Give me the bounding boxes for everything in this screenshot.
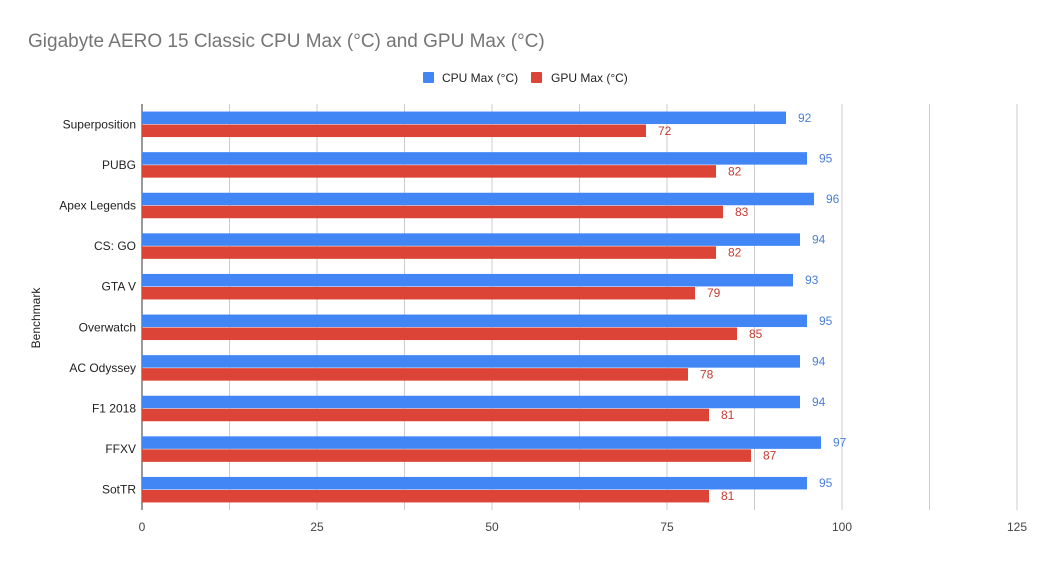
bar-gpu-max-c-cs-go [142,246,716,259]
data-label-gpu-max-c-apex-legends: 83 [735,205,749,219]
x-tick-label: 75 [660,520,674,534]
x-tick-label: 100 [832,520,852,534]
category-label-ac-odyssey: AC Odyssey [69,361,136,375]
category-label-ffxv: FFXV [105,442,136,456]
data-label-cpu-max-c-cs-go: 94 [812,233,826,247]
data-label-cpu-max-c-ac-odyssey: 94 [812,354,826,368]
chart-title: Gigabyte AERO 15 Classic CPU Max (°C) an… [28,31,545,52]
category-label-sottr: SotTR [102,483,136,497]
data-label-gpu-max-c-superposition: 72 [658,124,672,138]
bar-gpu-max-c-overwatch [142,327,737,341]
data-label-cpu-max-c-ffxv: 97 [833,436,847,450]
bar-gpu-max-c-ffxv [142,449,751,462]
bar-cpu-max-c-overwatch [142,314,807,328]
data-label-cpu-max-c-f1-2018: 94 [812,395,826,409]
data-label-gpu-max-c-sottr: 81 [721,489,735,503]
bar-gpu-max-c-superposition [142,124,646,138]
legend-label-cpu: CPU Max (°C) [442,71,518,85]
data-label-cpu-max-c-gta-v: 93 [805,273,819,287]
bar-gpu-max-c-pubg [142,165,716,178]
x-tick-label: 50 [485,520,499,534]
y-axis-title: Benchmark [29,287,43,349]
bar-gpu-max-c-ac-odyssey [142,368,688,381]
category-label-overwatch: Overwatch [79,320,136,334]
data-label-cpu-max-c-sottr: 95 [819,476,833,490]
legend-label-gpu: GPU Max (°C) [551,71,628,85]
bar-cpu-max-c-cs-go [142,233,800,246]
data-label-cpu-max-c-overwatch: 95 [819,314,833,328]
data-labels: 92 72 95 82 96 83 94 82 93 79 95 85 94 78 94 81 97 87 95 81 [658,111,847,503]
data-label-gpu-max-c-cs-go: 82 [728,246,742,260]
data-label-cpu-max-c-superposition: 92 [798,111,812,125]
bar-gpu-max-c-apex-legends [142,205,723,219]
data-label-gpu-max-c-ffxv: 87 [763,449,777,463]
bar-cpu-max-c-sottr [142,476,807,490]
x-tick-label: 0 [139,520,146,534]
category-label-apex-legends: Apex Legends [59,199,136,213]
grid [141,104,1018,510]
category-label-gta-v: GTA V [102,280,136,294]
category-label-f1-2018: F1 2018 [92,402,136,416]
data-label-gpu-max-c-gta-v: 79 [707,286,721,300]
legend-swatch-cpu [423,72,434,83]
bar-cpu-max-c-superposition [142,111,786,125]
data-label-gpu-max-c-pubg: 82 [728,164,742,178]
category-label-superposition: Superposition [63,117,136,131]
bar-gpu-max-c-sottr [142,489,709,503]
category-label-cs-go: CS: GO [94,239,136,253]
legend: CPU Max (°C) GPU Max (°C) [423,71,628,85]
data-label-gpu-max-c-f1-2018: 81 [721,408,735,422]
category-labels: Superposition PUBG Apex Legends CS: GO GTA V… [59,117,136,496]
bar-cpu-max-c-apex-legends [142,192,814,206]
bar-gpu-max-c-gta-v [142,286,695,300]
x-tick-labels: 0 25 50 75 100 125 [139,520,1028,534]
legend-swatch-gpu [531,72,542,83]
bar-cpu-max-c-ffxv [142,436,821,449]
data-label-cpu-max-c-apex-legends: 96 [826,192,840,206]
bar-cpu-max-c-gta-v [142,273,793,287]
data-label-cpu-max-c-pubg: 95 [819,151,833,165]
bar-gpu-max-c-f1-2018 [142,408,709,422]
bar-cpu-max-c-pubg [142,152,807,165]
category-label-pubg: PUBG [102,158,136,172]
bar-cpu-max-c-f1-2018 [142,395,800,409]
data-label-gpu-max-c-overwatch: 85 [749,327,763,341]
x-tick-label: 25 [310,520,324,534]
x-tick-label: 125 [1007,520,1027,534]
data-label-gpu-max-c-ac-odyssey: 78 [700,367,714,381]
bars [142,111,821,503]
bar-cpu-max-c-ac-odyssey [142,355,800,368]
